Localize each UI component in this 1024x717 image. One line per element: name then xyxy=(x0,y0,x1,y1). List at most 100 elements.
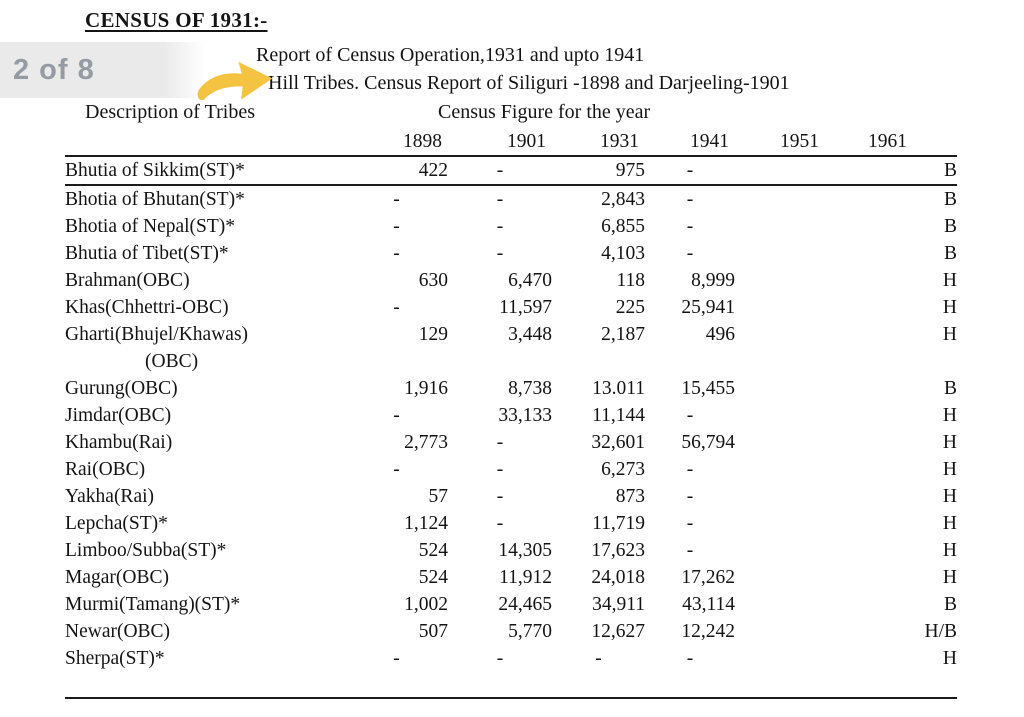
column-group-census-figure-label: Census Figure for the year xyxy=(438,101,651,123)
table-row: Lepcha(ST)* 1,124 - 11,719 - H xyxy=(65,510,957,537)
census-value-cell: 14,305 xyxy=(498,540,552,561)
census-value-cell: 56,794 xyxy=(681,432,735,453)
census-value-cell xyxy=(735,267,825,294)
tribe-name-cell: Magar(OBC) xyxy=(65,567,169,588)
community-code-cell: H xyxy=(942,270,957,291)
table-row: Gharti(Bhujel/Khawas) 129 3,448 2,187 496 H xyxy=(65,321,957,348)
community-code-cell: B xyxy=(943,189,957,210)
census-value-cell: 11,144 xyxy=(592,405,645,426)
community-code-cell: H xyxy=(942,405,957,426)
census-value-cell: 3,448 xyxy=(508,324,552,345)
tribe-name-cell: Brahman(OBC) xyxy=(65,270,190,291)
census-value-cell: - xyxy=(496,160,504,181)
tribe-name-cell: (OBC) xyxy=(145,351,199,372)
census-value-cell: 33,133 xyxy=(498,405,552,426)
table-row: Rai(OBC) - - 6,273 - H xyxy=(65,456,957,483)
column-group-description-label: Description of Tribes xyxy=(85,101,255,123)
community-code-cell: H xyxy=(942,513,957,534)
census-value-cell: - xyxy=(496,432,504,453)
census-value-cell: - xyxy=(393,648,400,669)
census-value-cell: - xyxy=(595,648,602,669)
census-value-cell xyxy=(735,483,825,510)
census-value-cell: 24,465 xyxy=(498,594,552,615)
census-value-cell: 507 xyxy=(418,621,448,642)
tribe-name-cell: Rai(OBC) xyxy=(65,459,146,480)
census-value-cell: - xyxy=(686,405,694,426)
census-value-cell xyxy=(735,402,825,429)
census-value-cell: - xyxy=(393,216,400,237)
community-code-cell: H xyxy=(942,486,957,507)
bottom-horizontal-rule xyxy=(65,697,957,699)
census-value-cell: 225 xyxy=(615,297,645,318)
table-row: Bhutia of Sikkim(ST)* 422 - 975 - B xyxy=(65,156,957,185)
community-code-cell: H xyxy=(942,648,957,669)
census-value-cell: - xyxy=(686,486,694,507)
table-row: Newar(OBC) 507 5,770 12,627 12,242 H/B xyxy=(65,618,957,645)
table-row: Magar(OBC) 524 11,912 24,018 17,262 H xyxy=(65,564,957,591)
community-code-cell: B xyxy=(943,160,957,181)
census-value-cell xyxy=(735,429,825,456)
census-value-cell: 975 xyxy=(615,160,645,181)
year-header: 1961 xyxy=(868,131,907,152)
community-code-cell xyxy=(825,348,957,375)
census-value-cell xyxy=(735,456,825,483)
community-code-cell: B xyxy=(943,594,957,615)
census-value-cell: 873 xyxy=(615,486,645,507)
census-value-cell: 422 xyxy=(418,160,448,181)
table-row: Khambu(Rai) 2,773 - 32,601 56,794 H xyxy=(65,429,957,456)
census-value-cell: 17,262 xyxy=(681,567,735,588)
tribe-name-cell: Khas(Chhettri-OBC) xyxy=(65,297,229,318)
tribe-name-cell: Bhutia of Sikkim(ST)* xyxy=(65,160,245,181)
census-value-cell xyxy=(735,185,825,213)
census-value-cell xyxy=(735,294,825,321)
page-indicator-text: 2 of 8 xyxy=(13,53,95,86)
census-value-cell: - xyxy=(686,540,694,561)
census-value-cell: - xyxy=(686,513,694,534)
census-value-cell: - xyxy=(393,405,400,426)
census-value-cell: 1,124 xyxy=(404,513,448,534)
census-value-cell: - xyxy=(686,216,694,237)
census-value-cell: - xyxy=(496,459,504,480)
census-value-cell xyxy=(735,213,825,240)
census-value-cell xyxy=(735,564,825,591)
census-value-cell: - xyxy=(496,189,504,210)
community-code-cell: H xyxy=(942,459,957,480)
census-value-cell: - xyxy=(393,297,400,318)
table-row: Jimdar(OBC) - 33,133 11,144 - H xyxy=(65,402,957,429)
census-value-cell: 630 xyxy=(418,270,448,291)
census-value-cell: 129 xyxy=(418,324,448,345)
census-value-cell: 524 xyxy=(418,540,448,561)
table-row: Yakha(Rai) 57 - 873 - H xyxy=(65,483,957,510)
census-value-cell: - xyxy=(496,513,504,534)
census-value-cell: 12,242 xyxy=(681,621,735,642)
census-value-cell: - xyxy=(496,486,504,507)
table-row: Brahman(OBC) 630 6,470 118 8,999 H xyxy=(65,267,957,294)
census-value-cell: - xyxy=(686,189,694,210)
census-value-cell: - xyxy=(496,648,504,669)
census-value-cell xyxy=(345,348,448,375)
community-code-cell: B xyxy=(943,243,957,264)
census-value-cell: 524 xyxy=(418,567,448,588)
census-value-cell: 17,623 xyxy=(591,540,645,561)
tribe-name-cell: Sherpa(ST)* xyxy=(65,648,165,669)
subtitle-hill-tribes-line: Hill Tribes. Census Report of Siliguri -… xyxy=(268,72,790,94)
census-value-cell: 6,273 xyxy=(601,459,645,480)
census-value-cell xyxy=(735,510,825,537)
community-code-cell: H xyxy=(942,297,957,318)
page-indicator-badge: 2 of 8 xyxy=(0,42,205,98)
tribe-name-cell: Gurung(OBC) xyxy=(65,378,178,399)
census-value-cell: 43,114 xyxy=(682,594,735,615)
tribe-name-cell: Newar(OBC) xyxy=(65,621,171,642)
tribe-name-cell: Jimdar(OBC) xyxy=(65,405,172,426)
census-value-cell: 8,738 xyxy=(508,378,552,399)
census-value-cell: 24,018 xyxy=(591,567,645,588)
table-row: Khas(Chhettri-OBC) - 11,597 225 25,941 H xyxy=(65,294,957,321)
census-value-cell: 57 xyxy=(428,486,449,507)
census-value-cell: 11,597 xyxy=(499,297,552,318)
census-value-cell: - xyxy=(496,216,504,237)
census-value-cell: - xyxy=(393,459,400,480)
census-value-cell: - xyxy=(686,459,694,480)
table-row: Gurung(OBC) 1,916 8,738 13.011 15,455 B xyxy=(65,375,957,402)
tribe-name-header-placeholder xyxy=(65,128,345,156)
